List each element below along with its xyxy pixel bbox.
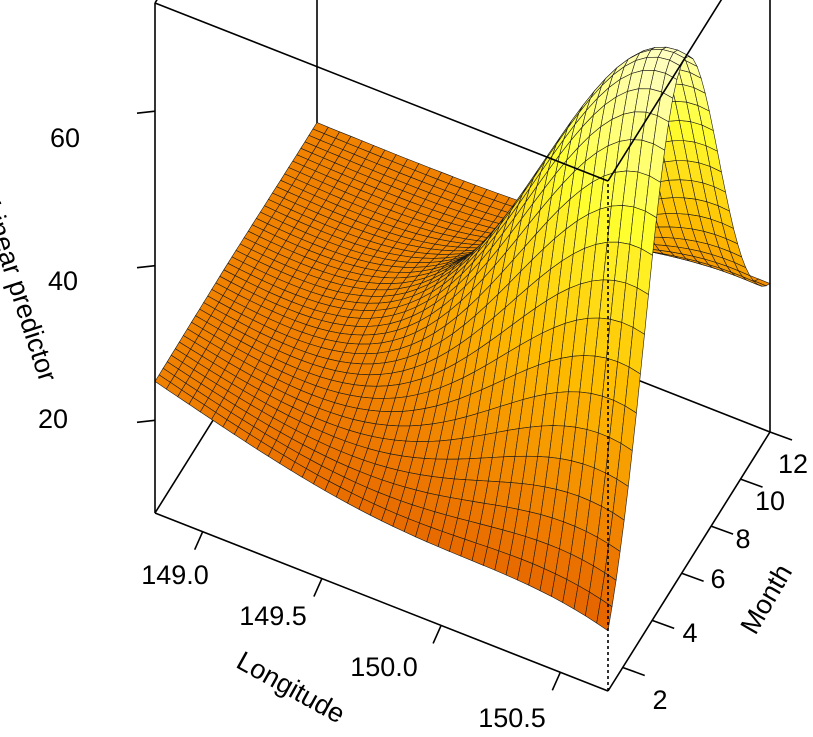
z-tick-mark (136, 264, 156, 269)
z-tick-label: 20 (38, 404, 68, 434)
y-tick-mark (710, 525, 734, 535)
y-tick-label: 8 (735, 524, 750, 554)
y-tick-mark (681, 572, 704, 583)
x-axis-title: Longitude (232, 645, 350, 729)
y-axis-title: Month (735, 559, 799, 639)
x-tick-label: 150.5 (478, 703, 546, 733)
y-tick-label: 6 (710, 564, 725, 594)
plot-box-front-edges (154, 0, 771, 692)
x-tick-label: 149.0 (141, 560, 209, 590)
x-tick-label: 150.0 (350, 652, 418, 682)
x-tick-mark (432, 625, 442, 644)
box-edge (154, 2, 609, 182)
box-edge (607, 0, 723, 182)
box-edge (154, 512, 609, 692)
y-tick-mark (651, 619, 675, 630)
y-tick-label: 4 (682, 618, 697, 648)
axis-ticks (136, 110, 793, 691)
z-tick-label: 40 (48, 266, 78, 296)
y-tick-label: 10 (755, 486, 785, 516)
y-tick-label: 2 (652, 685, 667, 715)
x-tick-mark (313, 578, 323, 597)
surface-mesh (154, 46, 771, 632)
x-tick-label: 149.5 (239, 601, 307, 631)
z-tick-mark (136, 110, 156, 114)
box-edge (154, 0, 158, 4)
z-tick-label: 60 (50, 123, 80, 153)
x-tick-mark (551, 671, 562, 691)
x-tick-mark (193, 531, 204, 551)
y-tick-mark (740, 478, 763, 488)
box-edge (607, 431, 771, 692)
z-tick-mark (136, 419, 156, 424)
y-tick-label: 12 (778, 449, 808, 479)
y-tick-mark (769, 431, 793, 441)
y-tick-mark (622, 666, 646, 677)
